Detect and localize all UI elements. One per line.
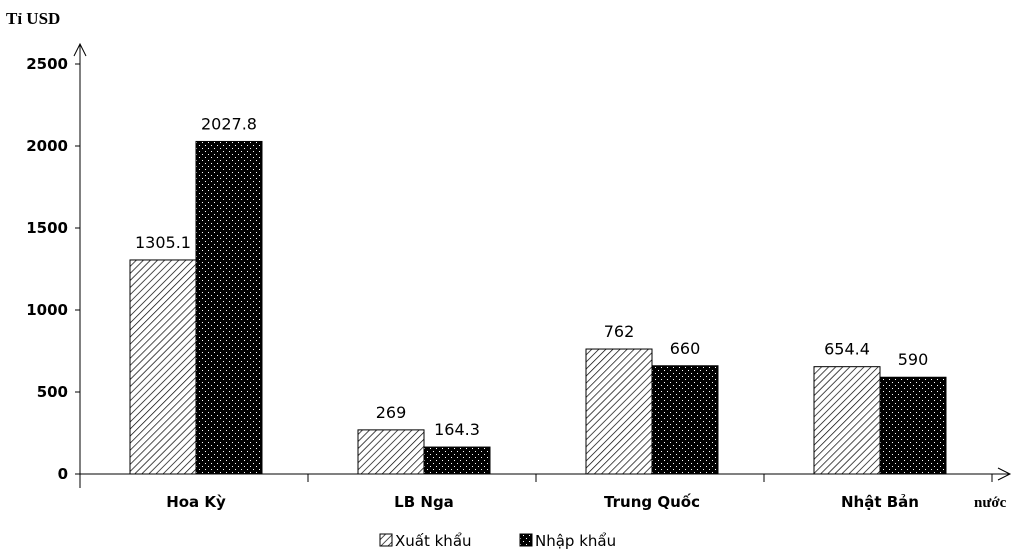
data-label: 1305.1 xyxy=(135,233,191,252)
x-axis-ticks: Hoa Kỳ LB Nga Trung Quốc Nhật Bản xyxy=(166,474,993,511)
x-axis-arrow xyxy=(997,467,1012,481)
data-label: 654.4 xyxy=(824,340,870,359)
y-tick-label: 0 xyxy=(58,465,68,483)
data-label: 762 xyxy=(604,322,635,341)
x-axis-label: nước xyxy=(974,495,1007,511)
y-tick-label: 1000 xyxy=(26,301,68,319)
y-tick-label: 500 xyxy=(37,383,68,401)
data-label: 2027.8 xyxy=(201,114,257,133)
x-tick-label: LB Nga xyxy=(394,493,454,511)
bar-nhap-khau xyxy=(879,376,947,475)
y-tick-label: 2000 xyxy=(26,137,68,155)
y-axis-ticks: 0 500 1000 1500 2000 2500 xyxy=(26,55,80,483)
data-label: 660 xyxy=(670,339,701,358)
legend-swatch xyxy=(379,533,393,547)
bar-nhap-khau xyxy=(651,365,719,475)
value-labels: 1305.1 2027.8 269 164.3 762 660 654.4 590 xyxy=(135,114,928,439)
data-label: 590 xyxy=(898,350,929,369)
bar-xuat-khau xyxy=(813,366,881,475)
legend-swatch xyxy=(519,533,533,547)
x-tick-label: Trung Quốc xyxy=(604,492,700,511)
legend-label: Nhập khẩu xyxy=(535,532,616,550)
data-label: 164.3 xyxy=(434,420,480,439)
bar-nhap-khau xyxy=(423,446,491,475)
x-tick-label: Nhật Bản xyxy=(841,493,919,511)
y-tick-label: 2500 xyxy=(26,55,68,73)
bar-xuat-khau xyxy=(357,429,425,475)
legend-label: Xuất khẩu xyxy=(395,532,472,550)
y-tick-label: 1500 xyxy=(26,219,68,237)
bar-xuat-khau xyxy=(129,259,197,475)
bars xyxy=(129,140,947,475)
bar-nhap-khau xyxy=(195,140,263,475)
legend: Xuất khẩu Nhập khẩu xyxy=(379,532,616,550)
y-axis-label: Tỉ USD xyxy=(6,9,60,28)
data-label: 269 xyxy=(376,403,407,422)
bar-xuat-khau xyxy=(585,348,653,475)
x-tick-label: Hoa Kỳ xyxy=(166,493,226,511)
y-axis-arrow xyxy=(73,42,87,57)
